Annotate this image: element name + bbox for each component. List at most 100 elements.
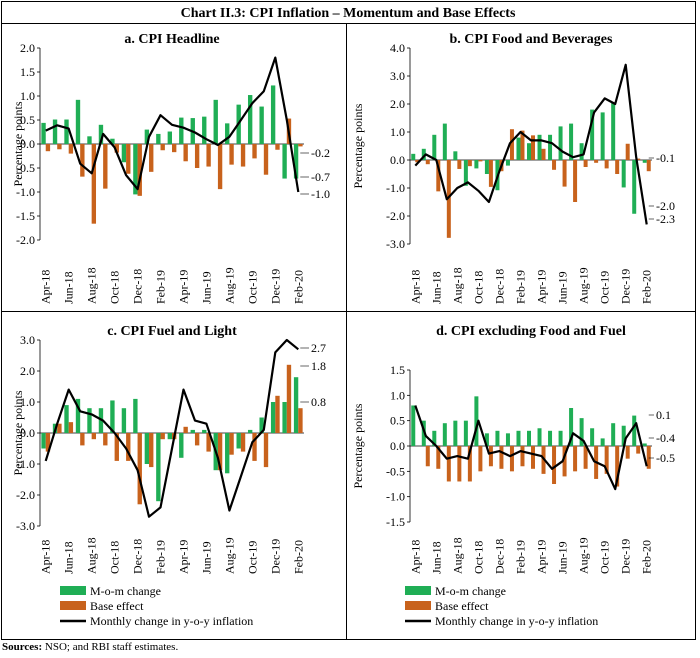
x-tick-label: Feb-20: [291, 270, 305, 304]
bar-mom-change: [293, 377, 299, 433]
bar-mom-change: [621, 425, 626, 446]
bar-base-effect: [531, 446, 535, 469]
y-axis-label: Percentage points: [351, 403, 365, 488]
bar-base-effect: [114, 433, 119, 461]
bar-base-effect: [275, 144, 280, 150]
bar-base-effect: [286, 364, 292, 433]
bar-base-effect: [531, 135, 535, 160]
bar-mom-change: [421, 148, 426, 160]
bar-base-effect: [541, 148, 546, 160]
bar-base-effect: [160, 144, 165, 151]
bar-mom-change: [64, 119, 69, 144]
bar-base-effect: [425, 446, 430, 467]
bar-base-effect: [488, 446, 493, 467]
x-tick-label: Oct-19: [598, 271, 612, 304]
bar-base-effect: [137, 144, 142, 196]
x-tick-label: Aug-18: [85, 537, 99, 574]
x-tick-label: Jun-19: [556, 271, 570, 304]
bar-base-effect: [457, 160, 462, 169]
bar-base-effect: [573, 160, 578, 202]
bar-base-effect: [298, 408, 303, 433]
bar-mom-change: [156, 433, 161, 502]
x-tick-label: Dec-18: [492, 539, 506, 574]
y-axis-label: Percentage points: [351, 103, 365, 188]
bar-mom-change: [548, 134, 553, 160]
bar-mom-change: [516, 430, 521, 446]
bar-mom-change: [156, 133, 161, 144]
panel-d: d. CPI excluding Food and Fuel Percentage…: [351, 324, 675, 628]
x-tick-label: Aug-19: [222, 267, 236, 304]
x-tick-label: Jun-19: [556, 541, 570, 574]
bar-base-effect: [478, 446, 483, 472]
bar-mom-change: [52, 119, 58, 144]
y-tick-label: -1.0: [386, 181, 405, 195]
bar-mom-change: [632, 160, 637, 214]
source-note: Sources: NSO; and RBI staff estimates.: [2, 641, 178, 653]
bar-base-effect: [229, 144, 234, 165]
bar-base-effect: [45, 144, 51, 152]
bar-base-effect: [80, 433, 85, 446]
x-tick-label: Feb-20: [640, 540, 654, 574]
bar-base-effect: [562, 446, 567, 477]
y-tick-label: 2.0: [20, 41, 35, 55]
bar-base-effect: [615, 446, 620, 487]
bar-mom-change: [98, 124, 104, 144]
annotation-label: 1.8: [311, 359, 326, 373]
x-tick-label: Aug-18: [85, 267, 99, 304]
bar-mom-change: [144, 129, 150, 144]
x-tick-label: Dec-18: [131, 269, 145, 304]
x-tick-label: Apr-19: [535, 540, 549, 574]
x-tick-label: Jun-18: [62, 541, 76, 574]
bar-base-effect: [446, 160, 451, 238]
annotation-label: -2.3: [656, 212, 675, 226]
line-yoy-change: [44, 338, 299, 518]
bar-mom-change: [259, 106, 264, 144]
x-tick-label: Aug-18: [450, 267, 464, 304]
bar-base-effect: [488, 160, 493, 187]
annotation-label: 0.1: [656, 408, 671, 422]
x-tick-label: Jun-18: [429, 541, 443, 574]
bar-base-effect: [126, 144, 131, 174]
line-yoy-change: [414, 405, 648, 491]
source-text: NSO; and RBI staff estimates.: [44, 641, 179, 653]
annotation-label: 0.8: [311, 395, 326, 409]
x-tick-label: Aug-18: [450, 537, 464, 574]
bar-base-effect: [183, 426, 188, 433]
annotation-label: -0.1: [656, 151, 675, 165]
bar-base-effect: [206, 433, 211, 452]
bar-mom-change: [590, 428, 595, 446]
bar-base-effect: [68, 144, 74, 154]
bar-mom-change: [537, 428, 542, 446]
x-tick-label: Jun-19: [199, 541, 213, 574]
bar-mom-change: [442, 423, 447, 446]
annotation-label: -2.0: [656, 199, 675, 213]
bar-base-effect: [183, 144, 188, 162]
bar-mom-change: [179, 117, 184, 144]
bar-mom-change: [463, 420, 468, 446]
bar-base-effect: [194, 433, 200, 446]
bar-base-effect: [625, 446, 630, 459]
bar-mom-change: [516, 137, 521, 160]
panel-title: c. CPI Fuel and Light: [107, 324, 237, 339]
x-tick-label: Jun-18: [429, 271, 443, 304]
y-tick-label: -1.5: [386, 515, 405, 529]
bar-mom-change: [133, 398, 138, 433]
bar-base-effect: [45, 433, 51, 452]
bar-mom-change: [225, 433, 230, 474]
bar-mom-change: [642, 443, 647, 446]
y-tick-label: -3.0: [386, 237, 405, 251]
bar-mom-change: [236, 433, 241, 449]
y-tick-label: -2.0: [386, 209, 405, 223]
legend-label-mom: M-o-m change: [90, 584, 161, 598]
bar-base-effect: [240, 433, 246, 452]
y-tick-label: 3.0: [20, 333, 35, 347]
bar-base-effect: [80, 144, 85, 177]
bar-mom-change: [110, 400, 115, 433]
bar-base-effect: [425, 160, 430, 165]
x-tick-label: Jun-19: [199, 271, 213, 304]
y-tick-label: 4.0: [390, 41, 405, 55]
y-tick-label: 1.5: [20, 65, 35, 79]
panel-title: b. CPI Food and Beverages: [450, 32, 614, 47]
y-tick-label: -0.5: [16, 161, 35, 175]
